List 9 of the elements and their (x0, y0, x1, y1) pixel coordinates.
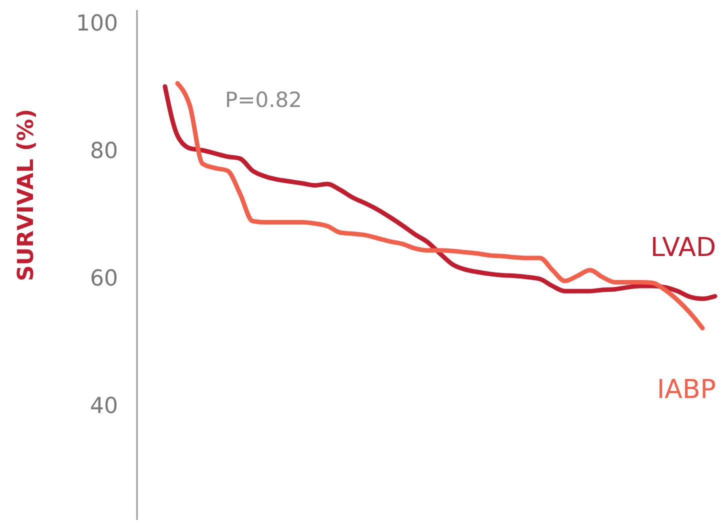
series-label: IABP (657, 375, 716, 406)
y-axis-title: SURVIVAL (%) (14, 108, 39, 282)
y-tick-label: 100 (76, 11, 118, 36)
series-label: LVAD (650, 233, 716, 264)
y-tick-label: 40 (90, 394, 118, 419)
y-tick-label: 80 (90, 138, 118, 164)
annotation: P=0.82 (225, 88, 302, 112)
line-series (162, 84, 718, 302)
y-tick-label: 60 (90, 266, 118, 292)
